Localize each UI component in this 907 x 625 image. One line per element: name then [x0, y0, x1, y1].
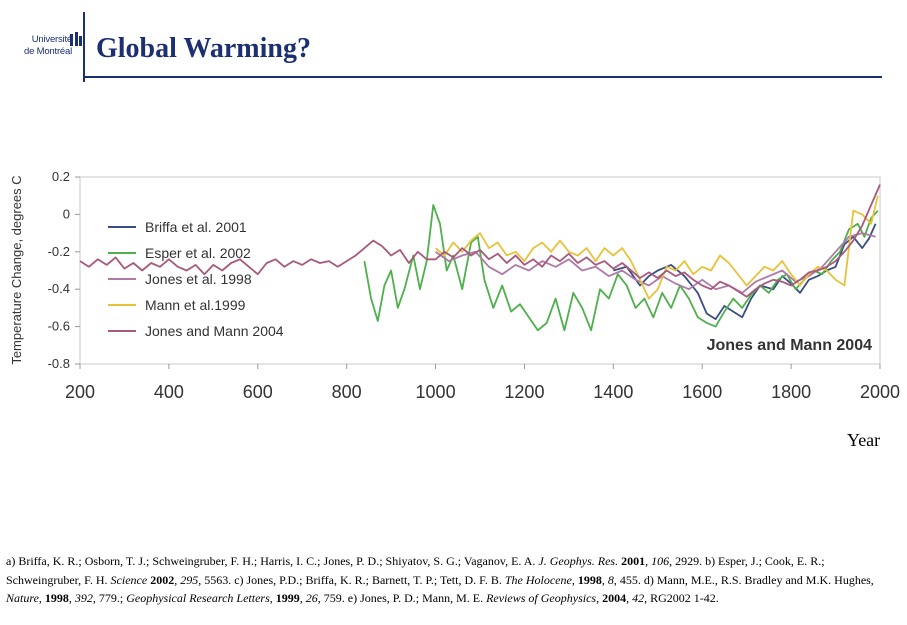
ref-volume: 392 — [74, 591, 93, 605]
ref-text: , 759. e) Jones, P. D.; Mann, M. E. — [317, 591, 487, 605]
ref-text: , 779.; — [92, 591, 127, 605]
ref-volume: 26 — [305, 591, 318, 605]
series-line — [435, 232, 876, 294]
x-tick-label: 800 — [332, 382, 362, 402]
ref-year: 1998 — [577, 572, 602, 587]
ref-volume: 8 — [607, 572, 614, 587]
ref-year: 2001 — [621, 554, 646, 568]
chart-title: Jones and Mann 2004 — [707, 337, 872, 354]
ref-text: , 5563. c) Jones, P.D.; Briffa, K. R.; B… — [198, 572, 505, 587]
ref-text: a) Briffa, K. R.; Osborn, T. J.; Schwein… — [6, 554, 539, 568]
ref-year: 2004 — [602, 591, 627, 605]
ref-year: 1999 — [275, 591, 300, 605]
y-tick-label: 0 — [63, 206, 70, 221]
ref-year: 2002 — [150, 572, 175, 587]
ref-text: , 455. d) Mann, M.E., R.S. Bradley and M… — [613, 572, 874, 587]
ref-journal: The Holocene — [504, 572, 572, 587]
x-tick-label: 2000 — [860, 382, 900, 402]
plot-frame — [79, 176, 881, 365]
x-tick-label: 1400 — [593, 382, 633, 402]
y-axis-label: Temperature Change, degrees C — [9, 175, 24, 364]
x-tick-label: 1600 — [682, 382, 722, 402]
y-tick-label: 0.2 — [52, 169, 70, 184]
legend-label: Mann et al.1999 — [145, 297, 246, 313]
logo-line-2: de Montréal — [24, 46, 72, 57]
ref-year: 1998 — [44, 591, 69, 605]
x-axis-label: Year — [847, 430, 881, 450]
ref-journal: Geophysical Research Letters — [126, 591, 270, 605]
y-tick-label: -0.4 — [48, 281, 70, 296]
temperature-chart: 0.2 0 -0.2 -0.4 -0.6 -0.8 200 400 600 800 1000 120… — [9, 169, 900, 402]
x-tick-label: 400 — [154, 382, 184, 402]
y-tick-label: -0.2 — [48, 244, 70, 259]
header-horizontal-rule — [84, 76, 882, 78]
ref-journal: J. Geophys. Res. — [538, 554, 619, 568]
x-tick-label: 1000 — [416, 382, 456, 402]
legend-label: Jones et al. 1998 — [145, 271, 252, 287]
ref-volume: 106 — [651, 554, 670, 568]
references: a) Briffa, K. R.; Osborn, T. J.; Schwein… — [6, 554, 874, 605]
ref-journal: Nature — [6, 591, 39, 605]
ref-journal: Science — [110, 572, 148, 587]
page-title: Global Warming? — [96, 33, 311, 64]
ref-text: , 2929. b) Esper, J.; Cook, E. R.; Schwe… — [6, 554, 825, 587]
ref-volume: 295 — [180, 572, 199, 587]
legend-label: Jones and Mann 2004 — [145, 323, 284, 339]
ref-text: , RG2002 1-42. — [644, 591, 719, 605]
logo-line-1: Université — [31, 34, 72, 45]
ref-volume: 42 — [632, 591, 645, 605]
x-tick-label: 1800 — [771, 382, 811, 402]
series-line — [435, 195, 879, 300]
university-logo: Université de Montréal — [6, 30, 82, 64]
university-emblem-icon — [70, 32, 82, 46]
x-tick-label: 200 — [65, 382, 95, 402]
x-tick-label: 1200 — [504, 382, 544, 402]
series-line — [79, 184, 881, 298]
header-vertical-rule — [83, 12, 85, 82]
y-tick-label: -0.6 — [48, 319, 70, 334]
y-tick-label: -0.8 — [48, 356, 70, 371]
legend-label: Briffa et al. 2001 — [145, 219, 247, 235]
x-tick-label: 600 — [243, 382, 273, 402]
legend-label: Esper et al. 2002 — [145, 245, 251, 261]
ref-journal: Reviews of Geophysics — [486, 591, 597, 605]
